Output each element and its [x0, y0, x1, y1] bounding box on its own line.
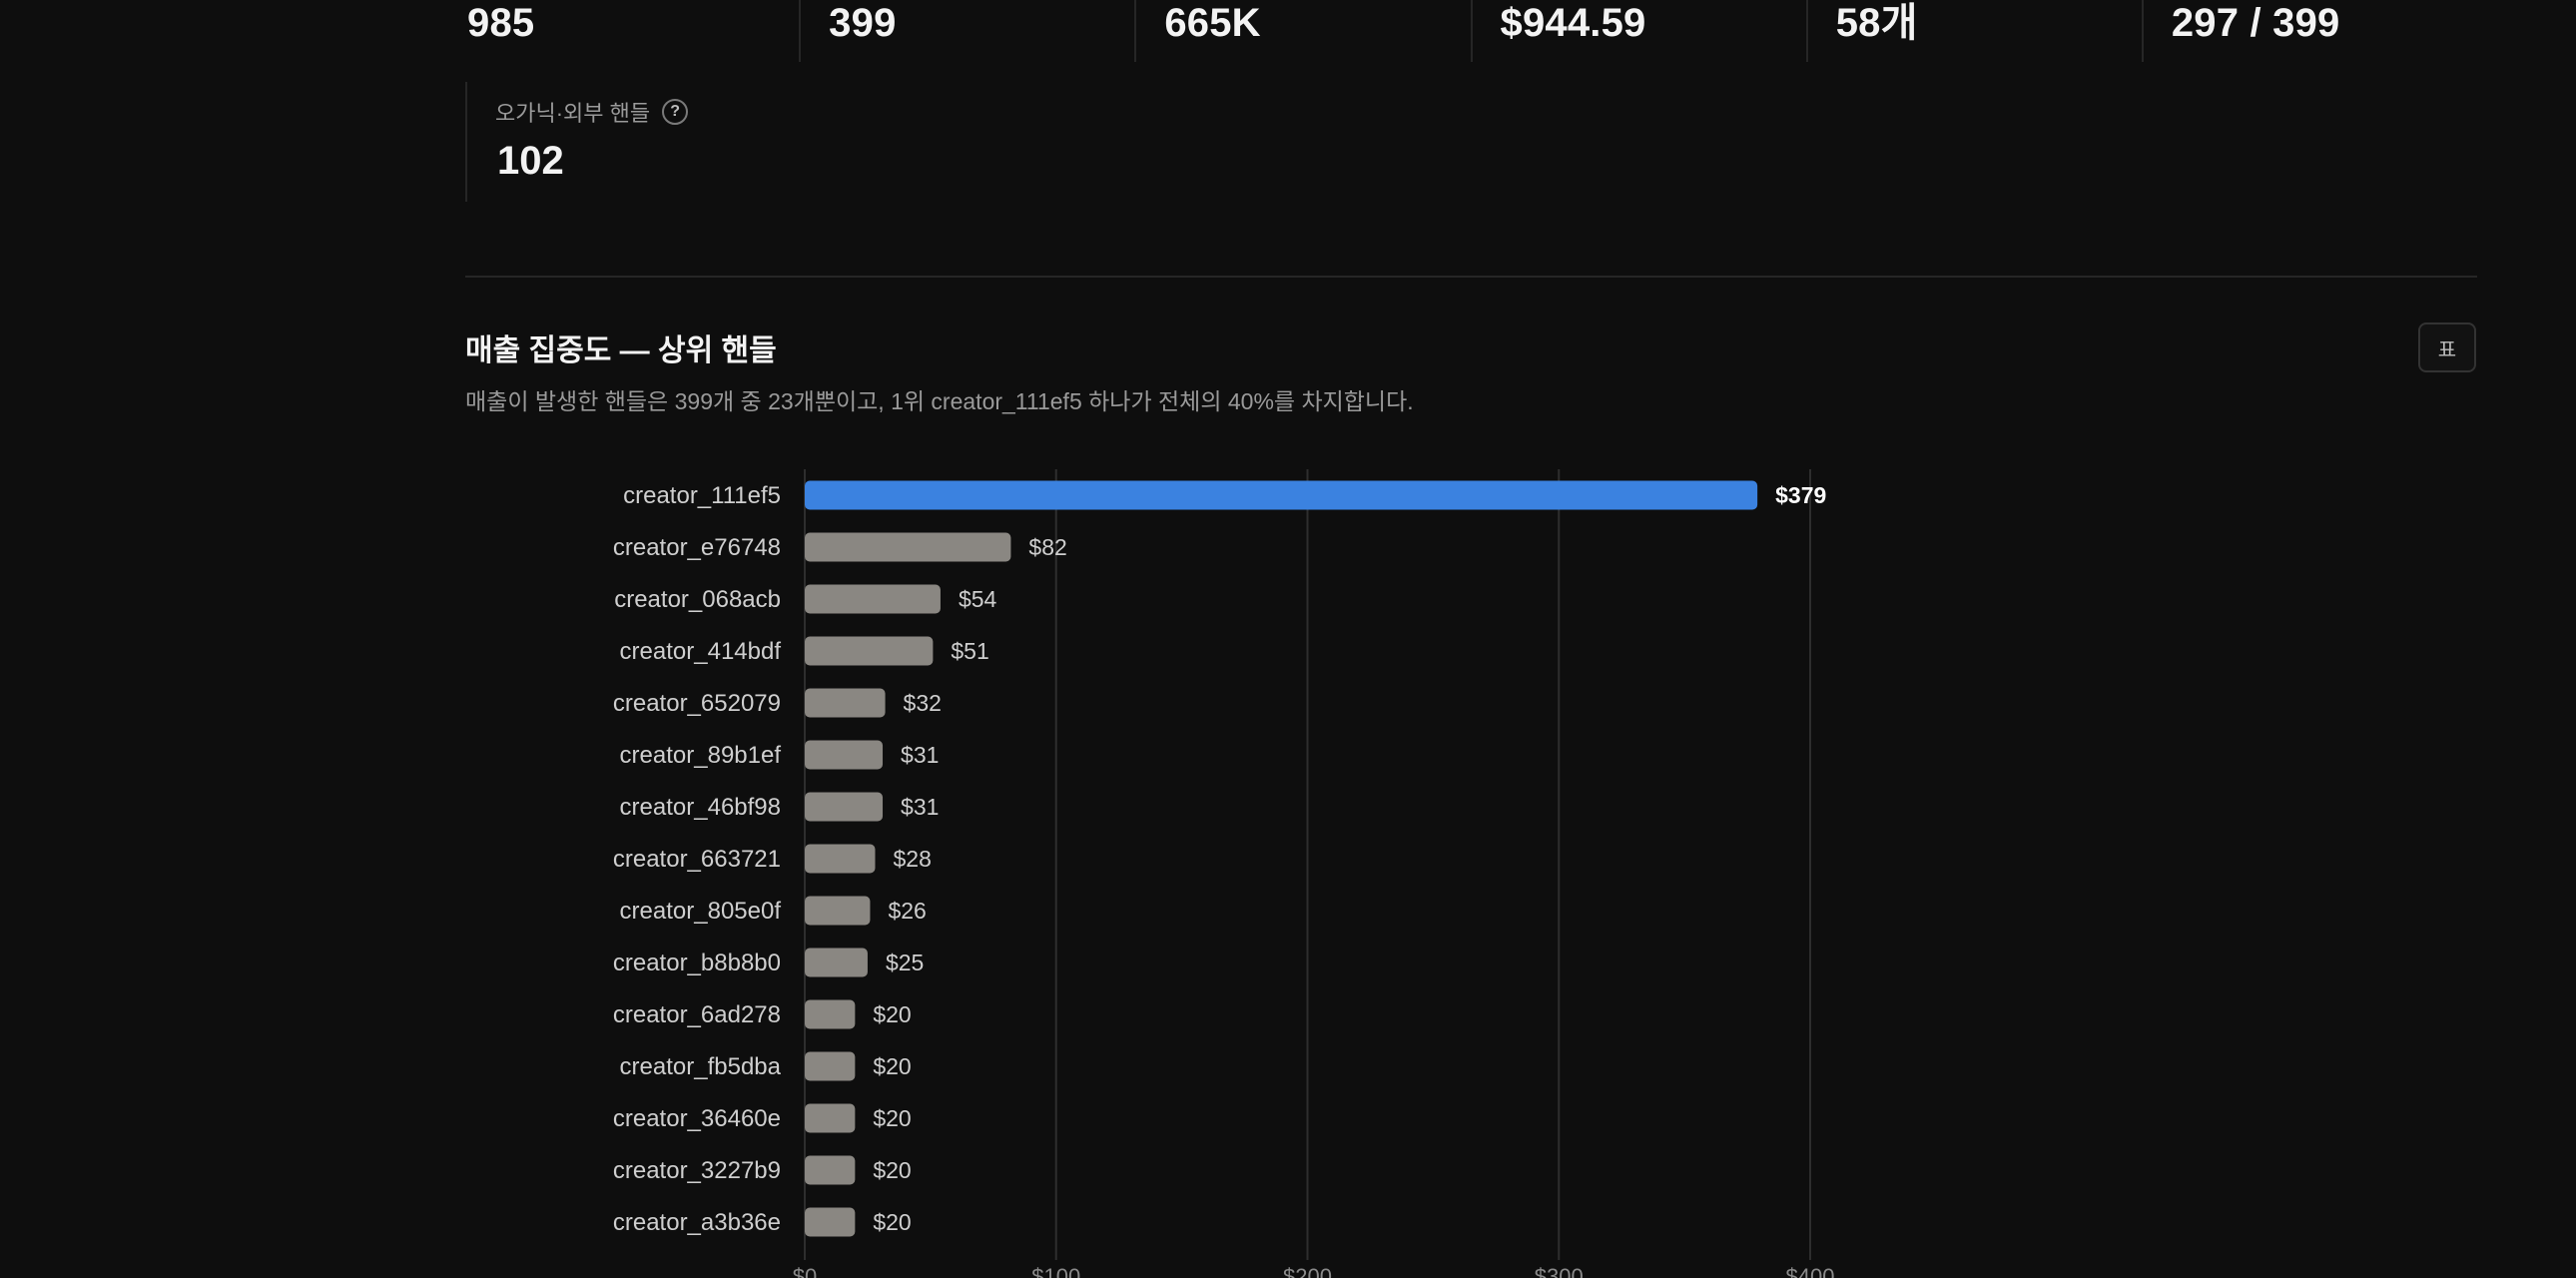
- bar-value-label: $54: [959, 586, 997, 612]
- bar-value-label: $51: [951, 638, 988, 664]
- category-label: creator_652079: [613, 690, 781, 717]
- kpi-value: 58개: [1835, 1, 1918, 45]
- category-label: creator_663721: [613, 846, 781, 873]
- category-label: creator_fb5dba: [620, 1053, 782, 1080]
- category-label: creator_36460e: [613, 1105, 781, 1132]
- bar-value-label: $31: [901, 742, 939, 768]
- bar: [805, 532, 1011, 562]
- kpi-card: 297 / 399: [2141, 0, 2477, 62]
- kpi-value: 985: [467, 1, 535, 45]
- bar-value-label: $26: [888, 898, 926, 924]
- kpi-value: 297 / 399: [2171, 1, 2340, 45]
- x-tick-label: $400: [1786, 1264, 1835, 1278]
- bar-value-label: $20: [873, 1105, 911, 1131]
- kpi-label: 오가닉·외부 핸들 ?: [495, 96, 689, 128]
- bar-value-label: $31: [901, 794, 939, 820]
- kpi-value: 102: [497, 139, 564, 183]
- kpi-card: 665K: [1134, 0, 1470, 62]
- bar-value-label: $379: [1775, 482, 1826, 508]
- bar-value-label: $20: [873, 1001, 911, 1027]
- bar-value-label: $20: [873, 1053, 911, 1079]
- kpi-value: 665K: [1164, 1, 1261, 45]
- category-label: creator_b8b8b0: [613, 950, 781, 976]
- bar-value-label: $32: [904, 690, 942, 716]
- bar: [805, 1103, 856, 1133]
- kpi-row: 985 399 665K $944.59 58개 297 / 399: [465, 0, 2477, 62]
- organic-handles-kpi: 오가닉·외부 핸들 ? 102: [465, 82, 797, 202]
- kpi-card: $944.59: [1470, 0, 1806, 62]
- category-label: creator_6ad278: [613, 1001, 781, 1028]
- help-icon[interactable]: ?: [662, 99, 689, 125]
- category-label: creator_3227b9: [613, 1157, 781, 1184]
- category-label: creator_068acb: [614, 586, 781, 613]
- x-tick-label: $200: [1283, 1264, 1332, 1278]
- bar-value-label: $20: [873, 1209, 911, 1235]
- bar: [805, 636, 934, 666]
- kpi-card: 399: [799, 0, 1134, 62]
- bar: [805, 688, 886, 718]
- bar: [805, 584, 941, 614]
- x-tick-label: $100: [1031, 1264, 1080, 1278]
- category-label: creator_111ef5: [623, 482, 781, 509]
- x-tick-label: $300: [1535, 1264, 1584, 1278]
- kpi-value: $944.59: [1500, 1, 1646, 45]
- kpi-value: 399: [829, 1, 897, 45]
- section-description: 매출이 발생한 핸들은 399개 중 23개뿐이고, 1위 creator_11…: [465, 388, 1414, 414]
- highlight-bar: [805, 480, 1758, 510]
- section-title: 매출 집중도 — 상위 핸들: [465, 334, 777, 367]
- category-label: creator_e76748: [613, 534, 781, 561]
- kpi-card: 58개: [1805, 0, 2142, 62]
- bar-value-label: $20: [873, 1157, 911, 1183]
- category-label: creator_805e0f: [620, 898, 782, 925]
- bar: [805, 948, 868, 977]
- organic-handles-label: 오가닉·외부 핸들: [495, 101, 651, 126]
- bar: [805, 1207, 856, 1237]
- bar-value-label: $28: [893, 846, 931, 872]
- category-label: creator_414bdf: [620, 638, 782, 665]
- bar: [805, 1155, 856, 1185]
- bar: [805, 896, 871, 926]
- bar-value-label: $82: [1028, 534, 1066, 560]
- bar: [805, 1051, 856, 1081]
- bar-value-label: $25: [886, 950, 924, 975]
- category-label: creator_46bf98: [620, 794, 781, 821]
- bar: [805, 999, 856, 1029]
- category-label: creator_89b1ef: [620, 742, 782, 769]
- category-label: creator_a3b36e: [613, 1209, 781, 1236]
- table-toggle-button[interactable]: 표: [2418, 322, 2476, 372]
- bar: [805, 740, 884, 770]
- kpi-card: 985: [465, 0, 799, 62]
- section-divider: [465, 276, 2477, 278]
- bar: [805, 844, 876, 874]
- x-tick-label: $0: [793, 1264, 817, 1278]
- bar: [805, 792, 884, 822]
